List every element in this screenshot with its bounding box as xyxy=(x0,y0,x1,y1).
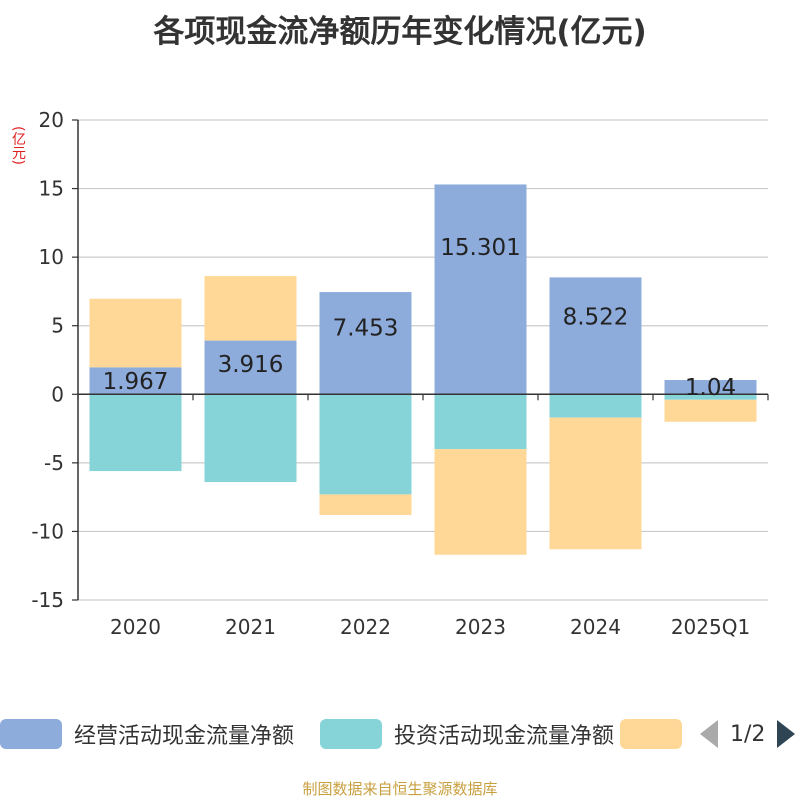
x-tick-label: 2021 xyxy=(225,615,276,639)
data-label: 3.916 xyxy=(218,352,284,378)
bar-operating xyxy=(549,277,642,395)
legend: 经营活动现金流量净额 投资活动现金流量净额 1/2 xyxy=(0,714,800,754)
bar-financing xyxy=(89,298,182,368)
legend-item-operating[interactable]: 经营活动现金流量净额 xyxy=(0,714,294,754)
x-tick-label: 2025Q1 xyxy=(671,615,750,639)
y-tick-label: 0 xyxy=(51,382,64,406)
bar-investing xyxy=(204,394,297,483)
bar-financing xyxy=(204,276,297,341)
data-label: 1.04 xyxy=(685,375,736,401)
data-source-note: 制图数据来自恒生聚源数据库 xyxy=(302,780,498,798)
legend-next-icon[interactable] xyxy=(777,720,796,748)
bar-operating xyxy=(89,367,182,395)
y-tick-label: 10 xyxy=(39,245,64,269)
chart-title: 各项现金流净额历年变化情况(亿元) xyxy=(153,14,647,50)
legend-swatch-operating xyxy=(0,719,62,749)
legend-swatch-financing xyxy=(620,719,682,749)
y-tick-label: -10 xyxy=(31,519,64,543)
y-tick-label: -5 xyxy=(44,451,64,475)
bar-investing xyxy=(319,394,412,495)
x-tick-label: 2024 xyxy=(570,615,621,639)
bar-investing xyxy=(434,394,527,450)
legend-item-investing[interactable]: 投资活动现金流量净额 xyxy=(320,714,614,754)
y-tick-label: 20 xyxy=(39,108,64,132)
x-tick-label: 2023 xyxy=(455,615,506,639)
y-tick-label: 5 xyxy=(51,314,64,338)
x-tick-label: 2020 xyxy=(110,615,161,639)
data-label: 8.522 xyxy=(563,305,629,331)
legend-pager: 1/2 xyxy=(700,714,796,754)
legend-label-operating: 经营活动现金流量净额 xyxy=(74,724,295,749)
bar-investing xyxy=(664,394,757,400)
bar-financing xyxy=(434,449,527,555)
legend-label-investing: 投资活动现金流量净额 xyxy=(394,724,615,749)
bar-investing xyxy=(549,394,642,418)
data-label: 7.453 xyxy=(333,316,399,342)
chart-canvas: -15 -10 -5 0 5 10 15 20 1.967 3.916 7.453 15.301 8.5… xyxy=(31,108,769,639)
legend-swatch-investing xyxy=(320,719,382,749)
legend-prev-icon[interactable] xyxy=(700,720,718,748)
legend-page-indicator: 1/2 xyxy=(730,721,766,747)
bar-operating xyxy=(204,340,297,395)
bar-operating xyxy=(434,184,527,395)
x-tick-label: 2022 xyxy=(340,615,391,639)
y-tick-label: 15 xyxy=(39,177,64,201)
legend-item-financing[interactable] xyxy=(620,714,694,754)
data-label: 15.301 xyxy=(440,235,520,261)
bar-financing xyxy=(664,399,757,422)
bar-operating xyxy=(319,292,412,395)
data-label: 1.967 xyxy=(103,369,169,395)
bar-operating xyxy=(664,380,757,395)
y-axis-unit: (亿元) xyxy=(10,126,26,165)
bar-financing xyxy=(319,494,412,515)
y-tick-label: -15 xyxy=(31,588,64,612)
bar-financing xyxy=(549,417,642,550)
bar-investing xyxy=(89,394,182,472)
